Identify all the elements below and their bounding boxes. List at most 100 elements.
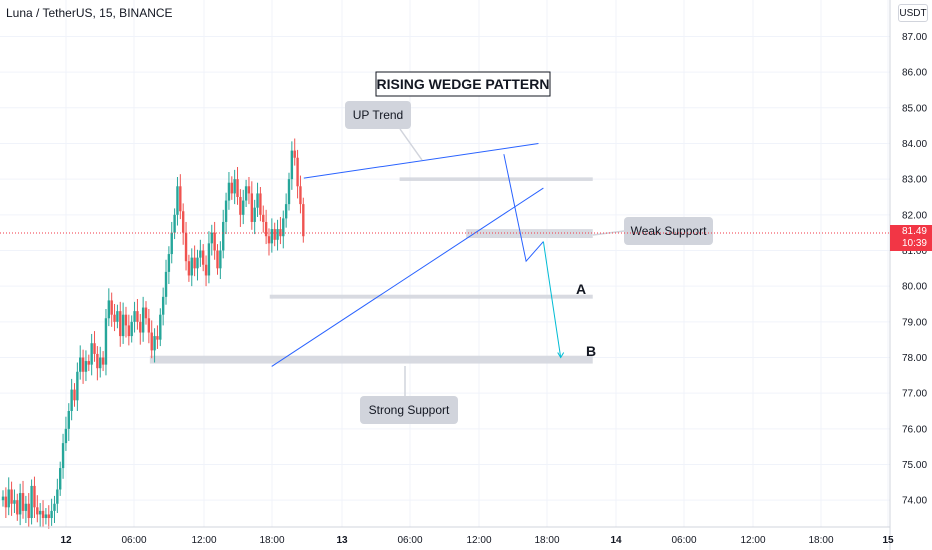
candle-body [107,300,111,319]
x-tick-label: 13 [336,535,348,546]
candle-body [21,493,25,511]
candle-body [124,314,128,326]
candle-body [156,336,159,340]
candle-body [61,443,65,469]
candle-body [233,179,236,194]
candle-body [18,493,22,515]
label-a: A [576,281,586,297]
y-tick-label: 78.00 [902,353,927,364]
chart-title: RISING WEDGE PATTERN [377,76,550,92]
candle-body [287,179,291,205]
strong-support-callout-box [360,396,458,424]
bar-countdown: 10:39 [901,238,927,249]
candle-body [101,357,105,365]
candle-body [293,150,296,158]
candle-body [59,468,62,490]
trendline-upper [303,142,539,179]
candle-body [230,182,233,194]
candle-body [76,371,79,401]
weak-support-callout-box [624,217,713,245]
currency-badge[interactable]: USDT [898,4,928,22]
candle-body [239,196,242,215]
symbol-title[interactable]: Luna / TetherUS, 15, BINANCE [6,6,173,20]
weak-support-pointer [592,230,625,236]
support-zone [269,294,593,299]
candle-body [236,179,239,197]
candle-body [196,257,199,269]
candle-body [250,193,254,222]
candle-body [164,271,168,297]
projection-strong [542,241,562,358]
candle-body [279,229,282,237]
x-tick-label: 18:00 [808,535,833,546]
x-tick-label: 06:00 [397,535,422,546]
candle-body [296,157,299,187]
candle-body [199,250,202,258]
candle-body [276,229,279,240]
x-tick-label: 06:00 [671,535,696,546]
candle-body [113,314,116,322]
candle-body [27,503,30,519]
projection-arrowhead [557,352,565,359]
x-tick-label: 06:00 [121,535,146,546]
weak-support-callout-text: Weak Support [631,224,707,238]
last-price: 81.49 [901,226,927,237]
x-tick-label: 12:00 [466,535,491,546]
y-tick-label: 82.00 [902,210,927,221]
candle-body [16,500,19,515]
projection-weak [503,154,544,263]
candle-body [121,314,125,337]
x-tick-label: 12:00 [191,535,216,546]
candle-body [284,204,288,219]
candle-body [99,357,102,369]
candle-body [144,307,148,319]
candle-body [161,296,165,315]
candle-body [116,311,119,322]
candle-body [173,214,176,233]
candlesticks [1,138,305,529]
candle-body [139,321,142,333]
candle-body [36,507,39,515]
candle-body [13,500,16,504]
candle-body [93,343,96,354]
candle-body [264,221,268,237]
candle-body [50,510,53,519]
candle-body [119,311,122,337]
candle-body [7,489,10,508]
candle-body [127,325,131,337]
candle-body [253,207,256,222]
candle-body [10,489,13,504]
candle-body [47,514,50,519]
candle-body [96,353,99,369]
y-tick-label: 77.00 [902,389,927,400]
candle-body [290,150,294,180]
candle-body [202,250,205,265]
candle-body [179,186,182,212]
candle-body [242,200,245,215]
candle-body [207,243,211,276]
y-tick-label: 85.00 [902,103,927,114]
y-tick-label: 76.00 [902,424,927,435]
up-trend-callout-box [345,101,411,129]
y-tick-label: 80.00 [902,282,927,293]
candle-body [64,428,68,444]
candle-body [30,485,33,519]
candle-body [184,232,188,262]
y-tick-label: 75.00 [902,460,927,471]
candle-body [216,250,219,269]
candle-body [53,503,56,511]
trendline-lower [271,187,544,367]
candle-body [1,496,5,501]
candle-body [190,257,193,276]
candle-body [24,503,28,511]
candle-body [41,510,45,519]
candle-body [4,496,8,508]
support-zone [466,229,593,239]
candle-body [38,510,42,515]
candle-body [273,229,276,240]
candle-body [110,300,113,315]
y-tick-label: 86.00 [902,68,927,79]
